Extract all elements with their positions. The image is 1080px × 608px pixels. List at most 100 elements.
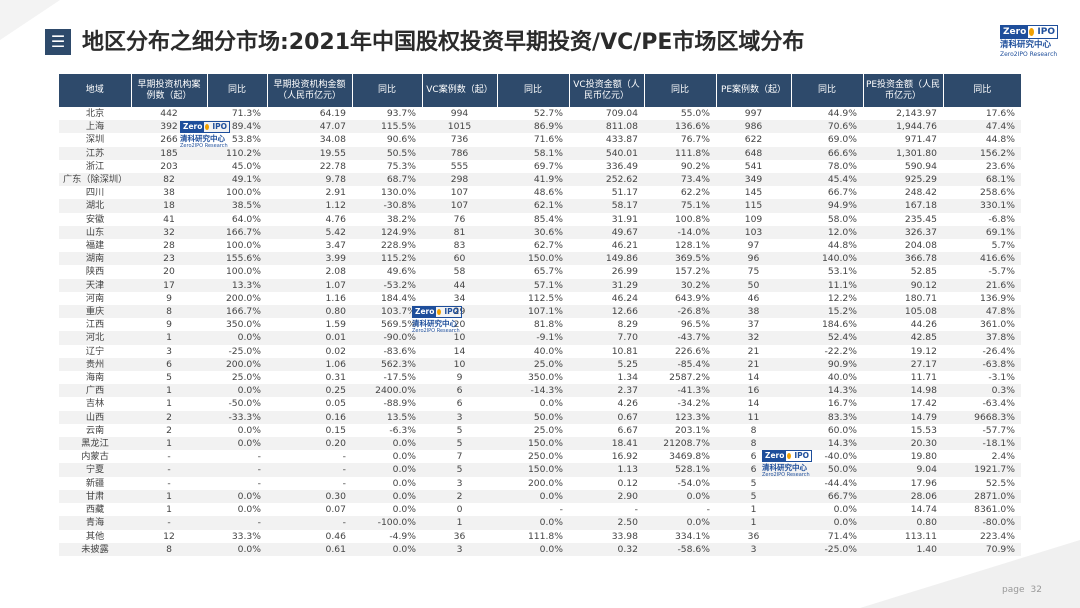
table-row: 北京 442 71.3% 64.19 93.7% 994 52.7% 709.04 55.0% 9… <box>59 107 1021 121</box>
table-cell: 11.71 <box>863 371 943 385</box>
table-cell: 0.0% <box>207 542 267 556</box>
table-cell: -41.3% <box>644 384 716 398</box>
table-row: 辽宁 3 -25.0% 0.02 -83.6% 14 40.0% 10.81 226.6% 21-… <box>59 344 1021 358</box>
table-cell: 156.2% <box>943 146 1021 160</box>
table-cell: 46 <box>716 291 791 306</box>
menu-icon: ☰ <box>45 29 71 55</box>
table-cell: 149.86 <box>569 252 644 266</box>
table-cell: 590.94 <box>863 159 943 174</box>
table-cell: -63.8% <box>943 357 1021 372</box>
table-cell: 9.04 <box>863 463 943 477</box>
table-cell: 997 <box>716 107 791 121</box>
table-cell: -50.0% <box>207 397 267 411</box>
table-cell: 4.76 <box>267 212 352 226</box>
table-cell: 200.0% <box>497 476 569 490</box>
table-cell: -88.9% <box>352 397 422 411</box>
table-cell: 32 <box>716 331 791 345</box>
table-cell: 811.08 <box>569 120 644 134</box>
table-cell: 8361.0% <box>943 503 1021 517</box>
table-cell: -54.0% <box>644 476 716 490</box>
table-cell: 16.7% <box>791 397 863 411</box>
table-cell: 0.07 <box>267 503 352 517</box>
table-cell: 10 <box>422 331 497 345</box>
table-row: 山东 32 166.7% 5.42 124.9% 81 30.6% 49.67 -14.0% 10… <box>59 225 1021 240</box>
table-cell: 73.4% <box>644 173 716 187</box>
table-cell: 1.16 <box>267 291 352 306</box>
table-cell: 34 <box>422 291 497 306</box>
table-cell: 50.0% <box>791 463 863 477</box>
table-cell: 69.0% <box>791 133 863 147</box>
table-cell: 49.1% <box>207 173 267 187</box>
table-cell: - <box>131 476 207 490</box>
regional-distribution-table-wrap: 地域 早期投资机构案例数（起） 同比 早期投资机构金额（人民币亿元） 同比 VC案例数（起… <box>59 74 1021 556</box>
table-cell: - <box>267 476 352 490</box>
table-cell: 0.31 <box>267 371 352 385</box>
column-header: VC案例数（起） <box>422 74 498 107</box>
table-cell: 25.0% <box>207 371 267 385</box>
column-header: 同比 <box>207 74 268 107</box>
table-cell: 0.01 <box>267 331 352 345</box>
table-cell: 14.3% <box>791 437 863 451</box>
table-cell: 30.6% <box>497 225 569 240</box>
table-cell: 250.0% <box>497 450 569 464</box>
table-cell: 109 <box>716 212 791 226</box>
table-cell: 1 <box>131 397 207 411</box>
table-cell: 185 <box>131 146 207 160</box>
table-cell: 32 <box>131 225 207 240</box>
table-cell: 0.0% <box>207 423 267 438</box>
table-cell: 2,143.97 <box>863 107 943 121</box>
region-cell: 青海 <box>59 516 131 530</box>
table-cell: 65.7% <box>497 265 569 279</box>
table-cell: -26.8% <box>644 305 716 319</box>
table-cell: 0.0% <box>497 542 569 556</box>
region-cell: 贵州 <box>59 357 131 372</box>
table-cell: 55.0% <box>644 107 716 121</box>
region-cell: 未披露 <box>59 542 131 556</box>
table-cell: 15.2% <box>791 305 863 319</box>
table-cell: 10 <box>422 357 497 372</box>
table-cell: 6.67 <box>569 423 644 438</box>
table-cell: 38.5% <box>207 199 267 213</box>
table-row: 其他 12 33.3% 0.46 -4.9% 36 111.8% 33.98 334.1% 36 7… <box>59 529 1021 543</box>
table-cell: 115.2% <box>352 252 422 266</box>
table-cell: 366.78 <box>863 252 943 266</box>
table-cell: 150.0% <box>497 437 569 451</box>
table-cell: 971.47 <box>863 133 943 147</box>
table-cell: 58 <box>422 265 497 279</box>
logo-dot-icon <box>1029 28 1035 36</box>
table-cell: 23 <box>131 252 207 266</box>
table-cell: 70.9% <box>943 542 1021 556</box>
table-cell: 736 <box>422 133 497 147</box>
table-cell: 0.80 <box>863 516 943 530</box>
table-cell: - <box>207 516 267 530</box>
table-cell: 18.41 <box>569 437 644 451</box>
page-label-text: page <box>1002 585 1025 595</box>
table-cell: 203.1% <box>644 423 716 438</box>
table-cell: -25.0% <box>207 344 267 358</box>
table-cell: 29 <box>422 305 497 319</box>
table-cell: 14 <box>716 371 791 385</box>
region-cell: 北京 <box>59 107 131 121</box>
table-cell: 28 <box>131 239 207 253</box>
table-row: 广西 1 0.0% 0.25 2400.0% 6 -14.3% 2.37 -41.3% 16 14.… <box>59 384 1021 398</box>
table-cell: -4.9% <box>352 529 422 543</box>
table-cell: 350.0% <box>497 371 569 385</box>
table-cell: 52.5% <box>943 476 1021 490</box>
page-footer: page 32 <box>1002 585 1042 595</box>
table-cell: 184.4% <box>352 291 422 306</box>
table-cell: - <box>644 503 716 517</box>
table-cell: 0.20 <box>267 437 352 451</box>
table-cell: 1.07 <box>267 278 352 292</box>
table-cell: 2587.2% <box>644 371 716 385</box>
table-cell: 20 <box>422 318 497 332</box>
table-cell: -6.8% <box>943 212 1021 226</box>
table-cell: 0.3% <box>943 384 1021 398</box>
table-cell: -83.6% <box>352 344 422 358</box>
table-cell: 41.9% <box>497 173 569 187</box>
table-cell: 37 <box>716 318 791 332</box>
table-cell: 93.7% <box>352 107 422 121</box>
table-cell: 128.1% <box>644 239 716 253</box>
region-cell: 安徽 <box>59 212 131 226</box>
table-row: 安徽 41 64.0% 4.76 38.2% 76 85.4% 31.91 100.8% 109 5… <box>59 212 1021 226</box>
table-cell: 90.9% <box>791 357 863 372</box>
